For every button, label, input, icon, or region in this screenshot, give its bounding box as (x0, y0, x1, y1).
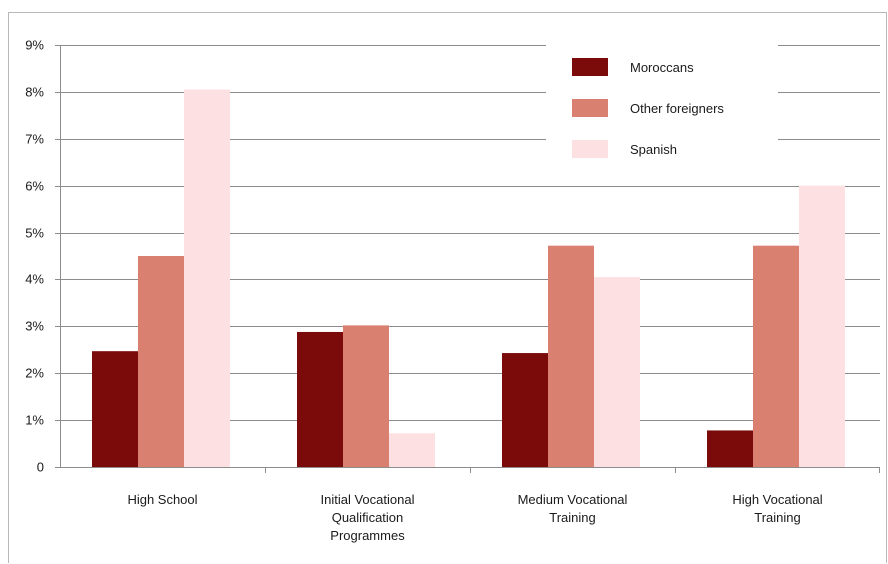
category-label: Programmes (330, 528, 405, 543)
category-label: Medium Vocational (518, 492, 628, 507)
bar-other-foreigners (343, 325, 389, 467)
bar-spanish (799, 185, 845, 467)
y-tick-label: 9% (25, 38, 44, 53)
legend-swatch (572, 58, 608, 76)
bar-moroccans (707, 430, 753, 467)
category-label: High Vocational (732, 492, 822, 507)
bar-spanish (184, 89, 230, 468)
category-label: Training (754, 510, 800, 525)
bar-spanish (594, 277, 640, 467)
bar-moroccans (92, 351, 138, 467)
bar-other-foreigners (753, 245, 799, 467)
y-tick-label: 7% (25, 132, 44, 147)
y-tick-label: 8% (25, 85, 44, 100)
legend-label: Spanish (630, 142, 677, 157)
y-tick-label: 1% (25, 413, 44, 428)
y-tick-label: 3% (25, 319, 44, 334)
bar-other-foreigners (548, 245, 594, 467)
legend-swatch (572, 99, 608, 117)
bar-moroccans (502, 353, 548, 467)
bar-other-foreigners (138, 256, 184, 467)
y-tick-label: 2% (25, 366, 44, 381)
legend-label: Moroccans (630, 60, 694, 75)
category-label: Qualification (332, 510, 404, 525)
legend-label: Other foreigners (630, 101, 724, 116)
chart-frame (8, 12, 887, 563)
category-label: Initial Vocational (321, 492, 415, 507)
bar-spanish (389, 433, 435, 467)
y-tick-label: 0 (37, 460, 44, 475)
y-tick-label: 4% (25, 272, 44, 287)
bar-moroccans (297, 331, 343, 467)
y-tick-label: 5% (25, 226, 44, 241)
category-label: High School (127, 492, 197, 507)
y-tick-label: 6% (25, 179, 44, 194)
legend-swatch (572, 140, 608, 158)
category-label: Training (549, 510, 595, 525)
